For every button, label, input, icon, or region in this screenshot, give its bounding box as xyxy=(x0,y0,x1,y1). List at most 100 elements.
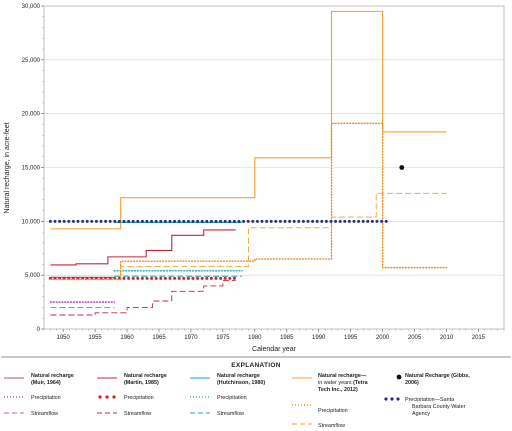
legend-martin-stream-label: Streamflow xyxy=(124,411,151,417)
y-tick-label: 0 xyxy=(37,327,41,333)
series-line-tetra_recharge xyxy=(50,10,447,230)
series-dot-martin_precip xyxy=(196,276,200,280)
series-dot-sbcwa_precip xyxy=(228,219,232,223)
series-dot-sbcwa_precip xyxy=(191,219,195,223)
series-dot-sbcwa_precip xyxy=(347,219,351,223)
legend-martin-precip-label: Precipitation xyxy=(124,395,154,401)
series-dot-sbcwa_precip xyxy=(297,219,301,223)
series-dot-sbcwa_precip xyxy=(173,219,177,223)
x-tick-label: 2005 xyxy=(408,335,422,341)
series-dot-sbcwa_precip xyxy=(214,219,218,223)
legend-sbcwa-line2: Barbara County Water xyxy=(412,404,466,410)
series-dot-martin_precip xyxy=(186,276,190,280)
series-dot-sbcwa_precip xyxy=(122,219,126,223)
series-dot-sbcwa_precip xyxy=(205,219,209,223)
series-dot-martin_precip xyxy=(232,276,236,280)
series-dot-martin_precip xyxy=(219,276,223,280)
series-dot-sbcwa_precip xyxy=(113,219,117,223)
series-dot-sbcwa_precip xyxy=(380,219,384,223)
series-dot-sbcwa_precip xyxy=(163,219,167,223)
legend-gibbs-subtitle: 2006) xyxy=(405,380,419,386)
x-tick-label: 1985 xyxy=(280,335,294,341)
series-dot-martin_precip xyxy=(191,276,195,280)
x-axis-label: Calendar year xyxy=(252,346,297,353)
series-dot-sbcwa_precip xyxy=(251,219,255,223)
series-dot-sbcwa_precip xyxy=(375,219,379,223)
series-dot-sbcwa_precip xyxy=(315,219,319,223)
legend-tetra-title-line3: Tech Inc., 2012) xyxy=(318,387,358,393)
series-dot-sbcwa_precip xyxy=(67,219,71,223)
series-dot-sbcwa_precip xyxy=(136,219,140,223)
series-dot-sbcwa_precip xyxy=(334,219,338,223)
legend-muir-subtitle: (Muir, 1964) xyxy=(31,380,61,386)
series-dot-sbcwa_precip xyxy=(384,219,388,223)
series-dot-sbcwa_precip xyxy=(301,219,305,223)
series-dot-sbcwa_precip xyxy=(292,219,296,223)
series-dot-sbcwa_precip xyxy=(329,219,333,223)
series-dot-martin_precip xyxy=(168,276,172,280)
series-dot-martin_precip xyxy=(150,276,154,280)
series-dot-martin_precip xyxy=(223,276,227,280)
series-dot-martin_precip xyxy=(177,276,181,280)
series-dot-sbcwa_precip xyxy=(145,219,149,223)
legend-sbcwa-line3: Agency xyxy=(412,411,430,417)
series-dot-sbcwa_precip xyxy=(361,219,365,223)
series-dot-sbcwa_precip xyxy=(288,219,292,223)
series-dot-sbcwa_precip xyxy=(71,219,75,223)
y-tick-label: 10,000 xyxy=(22,219,41,225)
legend-muir-precip-label: Precipitation xyxy=(31,395,61,401)
y-tick-label: 5,000 xyxy=(25,273,41,279)
series-dot-martin_precip xyxy=(136,276,140,280)
legend-swatch-martin-precip xyxy=(98,395,116,399)
series-dot-sbcwa_precip xyxy=(62,219,66,223)
legend-gibbs-title: Natural Recharge (Gibbs, xyxy=(405,373,470,379)
series-dot-sbcwa_precip xyxy=(324,219,328,223)
legend-tetra-precip-label: Precipitation xyxy=(318,408,348,414)
series-dot-martin_precip xyxy=(122,276,126,280)
legend-martin-title: Natural recharge xyxy=(124,373,167,379)
series-dot-sbcwa_precip xyxy=(219,219,223,223)
series-dot-martin_precip xyxy=(145,276,149,280)
series-dot-sbcwa_precip xyxy=(58,219,62,223)
series-dot-martin_precip xyxy=(127,276,131,280)
legend-heading: EXPLANATION xyxy=(231,362,280,369)
legend-sbcwa-line1: Precipitation—Santa xyxy=(405,397,454,403)
legend-tetra-title-line1: Natural recharge— xyxy=(318,373,367,379)
series-dot-sbcwa_precip xyxy=(140,219,144,223)
series-dot-sbcwa_precip xyxy=(76,219,80,223)
y-tick-label: 15,000 xyxy=(22,166,41,172)
series-dot-sbcwa_precip xyxy=(357,219,361,223)
x-tick-label: 1980 xyxy=(248,335,262,341)
series-dot-sbcwa_precip xyxy=(311,219,315,223)
series-dot-sbcwa_precip xyxy=(260,219,264,223)
series-dot-sbcwa_precip xyxy=(232,219,236,223)
y-tick-label: 30,000 xyxy=(22,4,41,10)
y-tick-label: 20,000 xyxy=(22,112,41,118)
series-dot-sbcwa_precip xyxy=(131,219,135,223)
x-tick-label: 2015 xyxy=(472,335,486,341)
series-dot-sbcwa_precip xyxy=(117,219,121,223)
legend-swatch-sbcwa-precip xyxy=(384,397,400,401)
series-dot-sbcwa_precip xyxy=(159,219,163,223)
x-tick-label: 1975 xyxy=(216,335,230,341)
series-dot-sbcwa_precip xyxy=(48,219,52,223)
series-dot-sbcwa_precip xyxy=(154,219,158,223)
legend-tetra-title-line2: in water years (Tetra xyxy=(318,380,369,386)
series-line-martin_recharge xyxy=(50,229,236,266)
series-dot-sbcwa_precip xyxy=(90,219,94,223)
legend-tetra-stream-label: Streamflow xyxy=(318,423,345,429)
series-dot-sbcwa_precip xyxy=(306,219,310,223)
legend-martin-subtitle: (Martin, 1985) xyxy=(124,380,159,386)
legend-hutch-precip-label: Precipitation xyxy=(217,395,247,401)
legend-hutch-stream-label: Streamflow xyxy=(217,411,244,417)
series-dot-sbcwa_precip xyxy=(255,219,259,223)
y-axis-label: Natural recharge, in acre-feet xyxy=(4,122,11,213)
series-dot-sbcwa_precip xyxy=(265,219,269,223)
series-dot-sbcwa_precip xyxy=(352,219,356,223)
series-dot-martin_precip xyxy=(228,276,232,280)
legend-group-gibbs: Natural Recharge (Gibbs, 2006) Precipita… xyxy=(384,373,470,417)
series-dot-sbcwa_precip xyxy=(269,219,273,223)
series-dot-martin_precip xyxy=(159,276,163,280)
series-dot-sbcwa_precip xyxy=(200,219,204,223)
